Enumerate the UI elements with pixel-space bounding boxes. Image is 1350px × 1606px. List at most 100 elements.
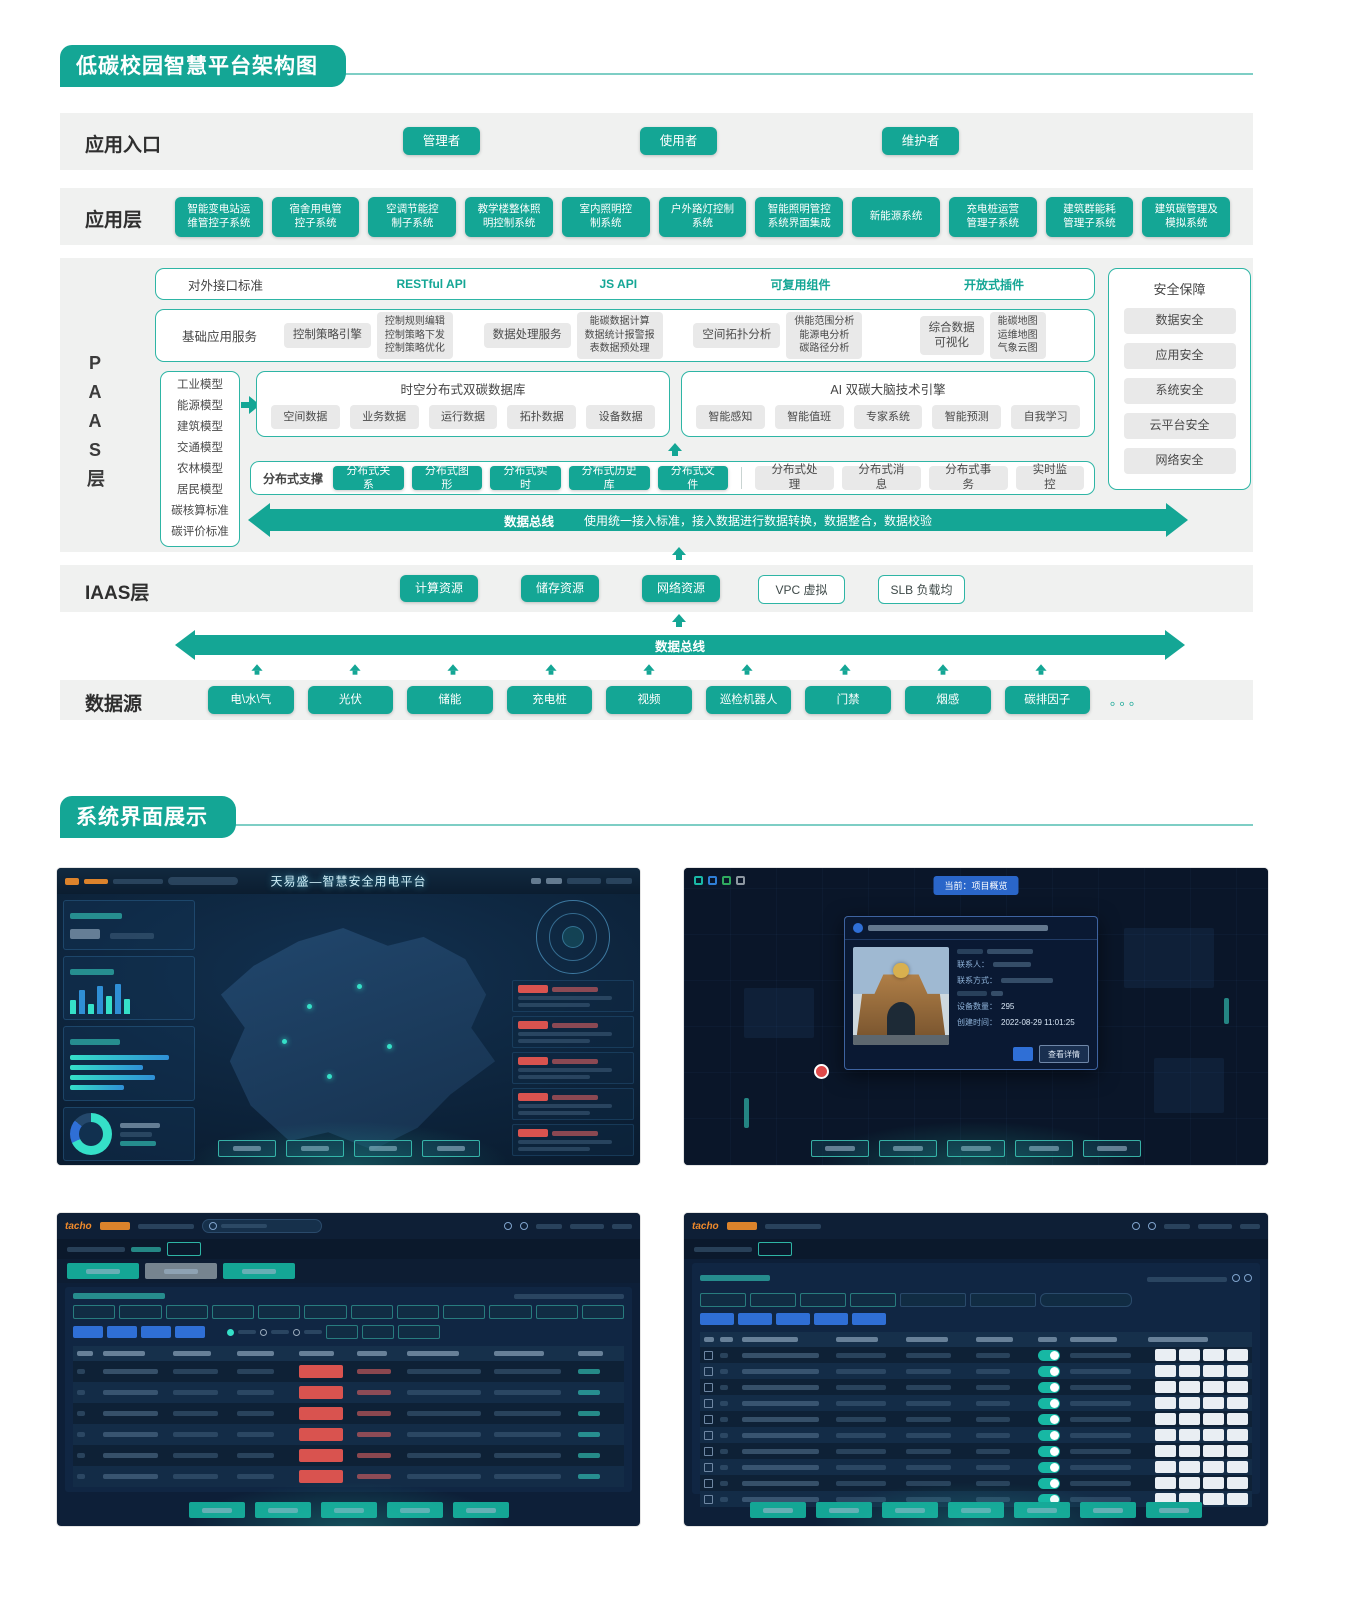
row-actions bbox=[1148, 1413, 1248, 1425]
hbar bbox=[70, 1065, 144, 1070]
table-row bbox=[73, 1361, 624, 1382]
cell-text bbox=[835, 1480, 887, 1486]
footer-button bbox=[421, 1140, 480, 1157]
cell-text bbox=[173, 1453, 218, 1458]
map-point bbox=[307, 1004, 312, 1009]
datasource-node: 充电桩 bbox=[506, 686, 593, 714]
alert-head bbox=[518, 1093, 628, 1101]
database-box: 时空分布式双碳数据库 空间数据 业务数据 运行数据 拓扑数据 设备数据 bbox=[256, 371, 670, 437]
footer-button bbox=[1146, 1502, 1202, 1518]
redacted-text bbox=[399, 1507, 430, 1513]
model-item: 交通模型 bbox=[177, 442, 223, 454]
system-node: 室内照明控 制系统 bbox=[561, 197, 650, 237]
danger-text bbox=[357, 1432, 392, 1437]
arrow-slot bbox=[306, 663, 404, 677]
cell-text bbox=[975, 1352, 1010, 1358]
cell-text bbox=[835, 1432, 887, 1438]
table-row bbox=[73, 1424, 624, 1445]
cell-text bbox=[905, 1448, 951, 1454]
bar bbox=[70, 1000, 76, 1014]
interface-item: JS API bbox=[599, 277, 638, 291]
security-item: 网络安全 bbox=[1123, 448, 1236, 474]
security-box: 安全保障 数据安全 应用安全 系统安全 云平台安全 网络安全 bbox=[1108, 268, 1251, 490]
footer-button bbox=[816, 1502, 872, 1518]
cell-text bbox=[173, 1411, 218, 1416]
cell-index bbox=[77, 1369, 85, 1374]
service-group: 数据处理服务 能碳数据计算 数据统计报警报 表数据预处理 bbox=[476, 312, 671, 359]
action-button bbox=[1179, 1349, 1200, 1361]
action-button bbox=[1203, 1429, 1224, 1441]
redacted-text bbox=[271, 1330, 289, 1334]
map-point bbox=[282, 1039, 287, 1044]
redacted-text bbox=[570, 1223, 604, 1229]
action-button bbox=[1155, 1365, 1176, 1377]
redacted-text bbox=[120, 1122, 160, 1128]
system-node: 空调节能控 制子系统 bbox=[368, 197, 457, 237]
alert-head bbox=[518, 1129, 628, 1137]
row-actions bbox=[1148, 1381, 1248, 1393]
app-systems-row: 智能变电站运 维管控子系统 宿舍用电管 控子系统 空调节能控 制子系统 教学楼整… bbox=[175, 197, 1231, 237]
danger-badge bbox=[299, 1428, 344, 1441]
breadcrumb bbox=[684, 1239, 1268, 1259]
cell-link bbox=[578, 1453, 600, 1458]
cell-text bbox=[905, 1464, 951, 1470]
redacted-text bbox=[238, 1330, 256, 1334]
bus-feed-arrows bbox=[208, 663, 1090, 677]
interface-label: 对外接口标准 bbox=[188, 278, 264, 293]
cell-text bbox=[494, 1411, 562, 1416]
datasource-node: 电\水\气 bbox=[208, 686, 294, 714]
street-label bbox=[744, 1098, 749, 1128]
model-item: 能源模型 bbox=[177, 400, 223, 412]
map-block bbox=[1124, 928, 1214, 988]
current-view-badge: 当前：项目概览 bbox=[933, 876, 1019, 895]
cell-text bbox=[905, 1432, 951, 1438]
ai-engine-title: AI 双碳大脑技术引擎 bbox=[830, 383, 946, 397]
cell-index bbox=[720, 1352, 728, 1358]
alert-item bbox=[512, 1052, 634, 1084]
redacted-text bbox=[895, 1507, 925, 1513]
search-pill bbox=[168, 877, 238, 885]
cell-text bbox=[742, 1416, 819, 1422]
arrow-slot bbox=[698, 663, 796, 677]
system-node: 新能源系统 bbox=[852, 197, 940, 237]
footer-button bbox=[188, 1502, 245, 1518]
filter-row-2 bbox=[73, 1325, 624, 1339]
cell-index bbox=[720, 1496, 728, 1502]
footer-button bbox=[750, 1502, 806, 1518]
action-button bbox=[1179, 1413, 1200, 1425]
row-actions bbox=[1148, 1445, 1248, 1457]
header-cell bbox=[357, 1351, 388, 1356]
bell-icon bbox=[1132, 1222, 1140, 1230]
window-dot bbox=[736, 876, 745, 885]
interface-item: 开放式插件 bbox=[963, 277, 1024, 292]
redacted-text bbox=[1164, 1223, 1190, 1229]
screenshot-map-popup: 当前：项目概览 联系人： 联系方式： 设备数量： 295 创建时间： 2022-08… bbox=[684, 868, 1268, 1165]
cell-text bbox=[905, 1384, 951, 1390]
footer-button bbox=[285, 1140, 344, 1157]
blue-button bbox=[776, 1313, 810, 1325]
cell-text bbox=[494, 1390, 562, 1395]
cell-text bbox=[103, 1453, 158, 1458]
field-row bbox=[957, 991, 1089, 996]
filter-chip bbox=[581, 1305, 624, 1319]
cell-index bbox=[720, 1432, 728, 1438]
alert-tag bbox=[518, 1093, 548, 1101]
filter-row-1 bbox=[73, 1305, 624, 1319]
header-cell bbox=[1037, 1337, 1057, 1342]
hbar-panel bbox=[63, 1026, 195, 1101]
cell-text bbox=[742, 1400, 819, 1406]
breadcrumb bbox=[57, 1239, 640, 1259]
redacted-text bbox=[518, 1104, 612, 1108]
redacted-text bbox=[333, 1507, 364, 1513]
cell-index bbox=[720, 1400, 728, 1406]
bar bbox=[115, 984, 121, 1014]
footer-button bbox=[1083, 1140, 1141, 1157]
service-name: 数据处理服务 bbox=[483, 323, 571, 348]
action-button bbox=[1155, 1445, 1176, 1457]
redacted-text bbox=[567, 878, 601, 884]
field-row: 创建时间： 2022-08-29 11:01:25 bbox=[957, 1017, 1089, 1028]
ai-item: 智能值班 bbox=[774, 405, 844, 429]
cell-text bbox=[975, 1368, 1010, 1374]
role-user-node: 使用者 bbox=[640, 127, 717, 155]
device-popup: 联系人： 联系方式： 设备数量： 295 创建时间： 2022-08-29 11:0… bbox=[844, 916, 1098, 1070]
